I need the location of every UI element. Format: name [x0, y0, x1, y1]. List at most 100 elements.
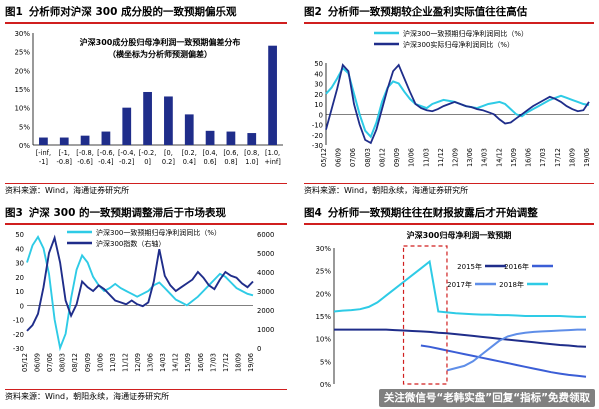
- panel-2-number: 图2: [304, 6, 322, 18]
- x-tick-label: 12/09: [134, 353, 142, 372]
- x-tick-label: 08/12: [378, 148, 386, 167]
- x-tick-label: 18/09: [234, 353, 242, 372]
- x-tick-label: 06/09: [335, 148, 343, 167]
- x-tick-label: [0.4, 0.6]: [203, 149, 218, 166]
- panel-1-title-text: 分析师对沪深 300 成分股的一致预期偏乐观: [28, 6, 237, 18]
- bar: [59, 137, 69, 145]
- x-tick-label: 08/12: [71, 353, 79, 372]
- y-left-tick-label: 50: [15, 231, 24, 239]
- panel-1: 图1 分析师对沪深 300 成分股的一致预期偏乐观 0% 5% 10% 15% 20% 25…: [5, 2, 287, 197]
- x-tick-label: 19/06: [247, 353, 255, 372]
- x-tick-label: 17/03: [209, 353, 217, 372]
- y-tick-label: 30: [314, 81, 323, 89]
- chart-3-yticks-left: -30 -20 -10 0 10 20 30 40 50: [13, 231, 24, 353]
- x-tick-label: 11/12: [121, 353, 129, 372]
- x-tick-label: [-0.2, 0]: [139, 149, 157, 166]
- x-tick-label: 18/09: [568, 148, 576, 167]
- chart-1-yticks: 0% 5% 10% 15% 20% 25% 30%: [14, 30, 30, 150]
- y-tick-label: 30%: [14, 30, 30, 38]
- panel-4-title-text: 分析师一致预期往往在财报披露后才开始调整: [327, 207, 538, 219]
- x-tick-label: [-inf, -1]: [36, 149, 51, 166]
- x-tick-label: 14/03: [481, 148, 489, 167]
- y-tick-label: 20: [314, 91, 323, 99]
- y-tick-label: 0: [319, 111, 323, 119]
- x-tick-label: [-0.4, -0.2]: [118, 149, 136, 166]
- panel-3-title-text: 沪深 300 的一致预期调整滞后于市场表现: [28, 207, 227, 219]
- panel-4-title: 图4 分析师一致预期往往在财报披露后才开始调整: [304, 203, 594, 225]
- y-tick-label: 0%: [19, 142, 30, 150]
- series-line: [334, 328, 587, 348]
- x-tick-label: 14/03: [159, 353, 167, 372]
- bar: [226, 131, 236, 145]
- chart-3: -30 -20 -10 0 10 20 30 40 50 0 1000 2000 3000 4000 50…: [13, 228, 274, 372]
- y-tick-label: -10: [312, 122, 323, 130]
- y-right-tick-label: 4000: [257, 269, 274, 277]
- y-tick-label: -20: [312, 132, 323, 140]
- bar: [39, 137, 48, 145]
- x-tick-label: [0.6, 0.8]: [223, 149, 238, 166]
- y-right-tick-label: 3000: [257, 288, 274, 296]
- y-tick-label: -30: [312, 142, 323, 150]
- x-tick-label: 05/12: [21, 353, 29, 372]
- panel-2-title-text: 分析师一致预期较企业盈利实际值往往高估: [327, 6, 528, 18]
- legend-label: 沪深300指数（右轴）: [96, 239, 165, 248]
- chart-4: 沪深300归母净利润一致预期 0% 5% 10% 15% 20% 25% 30% 2015年…: [315, 230, 587, 389]
- series-line: [26, 234, 254, 352]
- x-tick-label: 10/06: [408, 148, 416, 167]
- panel-2: 图2 分析师一致预期较企业盈利实际值往往高估 -30 -20 -10 0 10 20 30 40…: [304, 2, 594, 197]
- x-tick-label: 17/12: [554, 148, 562, 167]
- bar: [101, 131, 111, 145]
- legend-label: 2015年: [457, 262, 482, 271]
- y-right-tick-label: 5000: [257, 250, 274, 258]
- bar: [184, 114, 194, 145]
- y-left-tick-label: -20: [13, 331, 24, 339]
- y-tick-label: 5%: [19, 123, 30, 131]
- panel-3-title: 图3 沪深 300 的一致预期调整滞后于市场表现: [5, 203, 287, 225]
- x-tick-label: 11/03: [109, 353, 117, 372]
- legend-label: 沪深300一致预期归母净利润同比（%）: [403, 29, 528, 38]
- x-tick-label: 05/12: [320, 148, 328, 167]
- chart-1-bars: [39, 45, 277, 146]
- bar: [143, 91, 152, 145]
- x-tick-label: 11/12: [437, 148, 445, 167]
- y-left-tick-label: 20: [15, 274, 24, 282]
- chart-1-title: 沪深300成分股归母净利润一致预期偏差分布: [80, 37, 241, 47]
- y-right-tick-label: 2000: [257, 307, 274, 315]
- chart-3-yticks-right: 0 1000 2000 3000 4000 5000 6000: [257, 231, 274, 353]
- y-tick-label: 10: [314, 101, 323, 109]
- panel-2-title: 图2 分析师一致预期较企业盈利实际值往往高估: [304, 2, 594, 24]
- y-tick-label: 20%: [14, 67, 30, 75]
- x-tick-label: 16/06: [197, 353, 205, 372]
- chart-3-lines: [26, 234, 254, 352]
- chart-2-legend: 沪深300一致预期归母净利润同比（%） 沪深300实际归母净利润同比（%）: [374, 29, 528, 49]
- x-tick-label: 17/12: [222, 353, 230, 372]
- chart-2-lines: [325, 63, 590, 145]
- panel-3-number: 图3: [5, 207, 23, 219]
- x-tick-label: 09/09: [393, 148, 401, 167]
- bar: [164, 96, 173, 145]
- y-tick-label: 25%: [315, 268, 331, 276]
- panel-4: 图4 分析师一致预期往往在财报披露后才开始调整 沪深300归母净利润一致预期 0%…: [304, 203, 594, 407]
- y-right-tick-label: 0: [257, 345, 261, 353]
- y-left-tick-label: -30: [13, 345, 24, 353]
- y-left-tick-label: 10: [15, 288, 24, 296]
- series-line: [26, 234, 254, 332]
- y-left-tick-label: 0: [20, 302, 24, 310]
- x-tick-label: 19/06: [583, 148, 591, 167]
- chart-4-yticks: 0% 5% 10% 15% 20% 25% 30%: [315, 245, 331, 389]
- x-tick-label: 15/09: [510, 148, 518, 167]
- x-tick-label: 11/03: [422, 148, 430, 167]
- x-tick-label: [-0.6, -0.4]: [97, 149, 115, 166]
- x-tick-label: 13/06: [147, 353, 155, 372]
- y-tick-label: 0%: [320, 381, 331, 389]
- panel-2-source: 资料来源：Wind，朝阳永续，海通证券研究所: [304, 183, 594, 198]
- legend-label: 2018年: [499, 280, 524, 289]
- chart-3-legend: 沪深300一致预期归母净利润同比（%） 沪深300指数（右轴）: [67, 228, 221, 248]
- legend-label: 沪深300一致预期归母净利润同比（%）: [96, 228, 221, 237]
- y-tick-label: 50: [314, 60, 323, 68]
- x-tick-label: 08/03: [59, 353, 67, 372]
- y-tick-label: 10%: [14, 105, 30, 113]
- y-tick-label: 20%: [315, 290, 331, 298]
- panel-4-number: 图4: [304, 207, 322, 219]
- bar: [247, 133, 257, 145]
